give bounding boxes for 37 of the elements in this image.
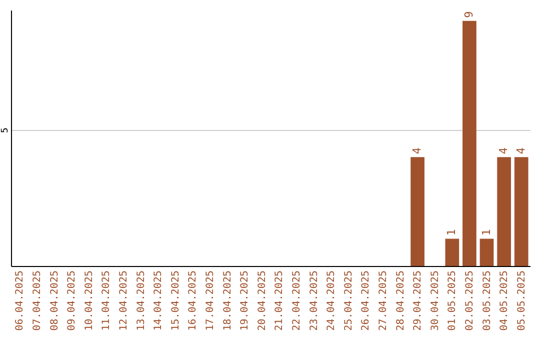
x-tick-label: 23.04.2025 — [308, 270, 320, 331]
x-tick-label: 30.04.2025 — [430, 270, 441, 331]
x-tick-label: 20.04.2025 — [256, 270, 268, 331]
data-label: 9 — [462, 11, 476, 18]
x-tick-label: 21.04.2025 — [274, 270, 286, 331]
x-tick-label: 01.05.2025 — [447, 270, 458, 331]
x-tick-label: 15.04.2025 — [170, 270, 182, 331]
data-label: 4 — [514, 147, 528, 154]
x-tick-label: 19.04.2025 — [240, 270, 251, 331]
x-tick-label: 29.04.2025 — [412, 270, 424, 331]
data-label: 4 — [410, 147, 424, 154]
x-tick-label: 08.04.2025 — [49, 270, 60, 331]
x-tick-label: 06.04.2025 — [14, 270, 26, 331]
x-tick-label: 12.04.2025 — [118, 270, 130, 331]
x-tick-label: 05.05.2025 — [516, 270, 528, 331]
x-tick-label: 14.04.2025 — [153, 270, 164, 331]
x-tick-label: 17.04.2025 — [204, 270, 216, 331]
x-tick-label: 16.04.2025 — [188, 270, 199, 331]
x-tick-label: 03.05.2025 — [482, 270, 493, 331]
x-tick-label: 10.04.2025 — [84, 270, 95, 331]
y-tick-label: 5 — [0, 128, 10, 134]
x-tick-label: 22.04.2025 — [291, 270, 302, 331]
x-tick-label: 04.05.2025 — [499, 270, 510, 331]
x-tick-label: 07.04.2025 — [32, 270, 43, 331]
data-label: 1 — [445, 229, 458, 236]
x-tick-label: 25.04.2025 — [343, 270, 354, 331]
x-tick-label: 11.04.2025 — [101, 270, 112, 331]
x-tick-label: 02.05.2025 — [464, 270, 476, 331]
x-tick-label: 24.04.2025 — [326, 270, 338, 331]
x-tick-label: 28.04.2025 — [395, 270, 406, 331]
data-label: 4 — [497, 147, 510, 154]
x-tick-label: 27.04.2025 — [378, 270, 389, 331]
data-label: 1 — [480, 229, 493, 236]
x-tick-label: 13.04.2025 — [136, 270, 147, 331]
x-tick-label: 26.04.2025 — [360, 270, 372, 331]
x-tick-label: 18.04.2025 — [222, 270, 234, 331]
x-tick-label: 09.04.2025 — [66, 270, 78, 331]
